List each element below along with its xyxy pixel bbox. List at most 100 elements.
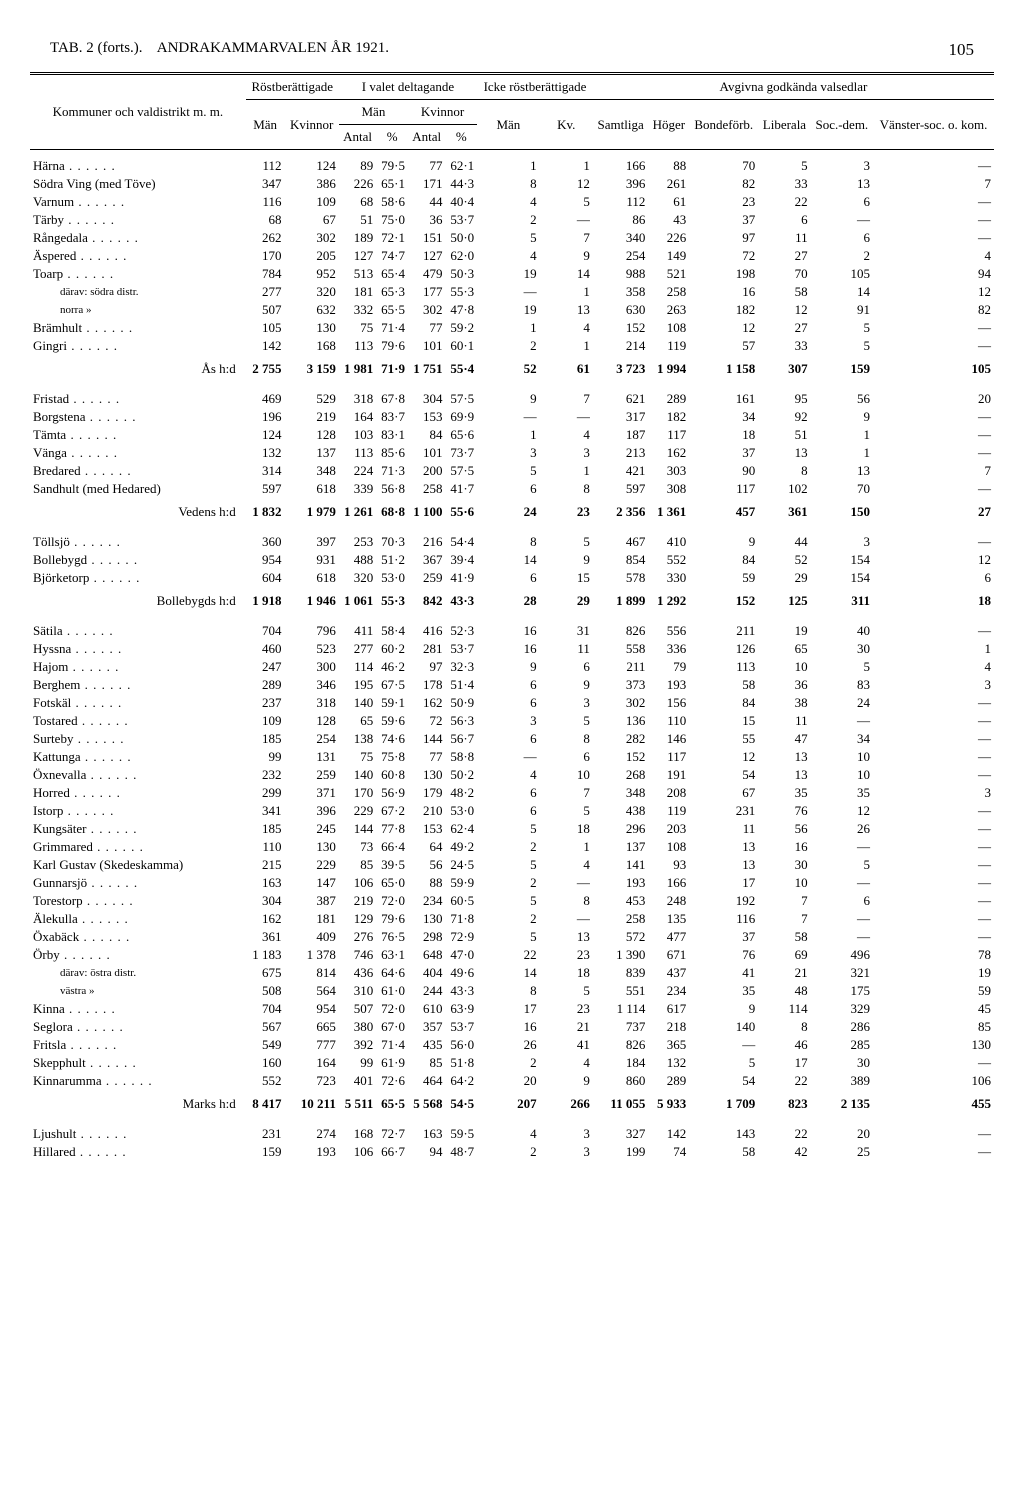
cell-l: 19 xyxy=(758,615,810,640)
cell-im: 6 xyxy=(477,569,539,587)
cell-h: 308 xyxy=(648,480,689,498)
cell-v: — xyxy=(873,193,994,211)
cell-ka: 178 xyxy=(408,676,445,694)
cell-sd: 154 xyxy=(811,569,873,587)
cell-h: 5 933 xyxy=(648,1090,689,1118)
cell-ik: 9 xyxy=(540,1072,593,1090)
cell-im: 5 xyxy=(477,892,539,910)
cell-kp: 55·3 xyxy=(445,283,477,301)
cell-kp: 53·7 xyxy=(445,211,477,229)
cell-b: 55 xyxy=(689,730,758,748)
cell-ma: 320 xyxy=(339,569,376,587)
cell-l: 8 xyxy=(758,1018,810,1036)
cell-s: 136 xyxy=(593,712,649,730)
cell-kp: 59·2 xyxy=(445,319,477,337)
table-row: Kungsäter18524514477·815362·451829620311… xyxy=(30,820,994,838)
cell-b: 5 xyxy=(689,1054,758,1072)
cell-v: 1 xyxy=(873,640,994,658)
cell-s: 302 xyxy=(593,694,649,712)
table-row: Sandhult (med Hedared)59761833956·825841… xyxy=(30,480,994,498)
row-name: Hillared xyxy=(30,1143,246,1161)
table-row: Torestorp30438721972·023460·558453248192… xyxy=(30,892,994,910)
cell-v: — xyxy=(873,766,994,784)
cell-im: 26 xyxy=(477,1036,539,1054)
cell-ik: 4 xyxy=(540,319,593,337)
cell-m: 2 755 xyxy=(246,355,285,383)
cell-v: 6 xyxy=(873,569,994,587)
row-name: Istorp xyxy=(30,802,246,820)
cell-kp: 50·3 xyxy=(445,265,477,283)
cell-kp: 50·9 xyxy=(445,694,477,712)
row-name: Fritsla xyxy=(30,1036,246,1054)
cell-h: 119 xyxy=(648,802,689,820)
cell-ka: 127 xyxy=(408,247,445,265)
cell-kp: 32·3 xyxy=(445,658,477,676)
cell-ma: 113 xyxy=(339,444,376,462)
cell-ka: 44 xyxy=(408,193,445,211)
cell-kp: 49·2 xyxy=(445,838,477,856)
cell-b: 9 xyxy=(689,1000,758,1018)
cell-kp: 60·5 xyxy=(445,892,477,910)
row-name: Örby xyxy=(30,946,246,964)
cell-b: 1 709 xyxy=(689,1090,758,1118)
cell-mp: 59·1 xyxy=(376,694,408,712)
cell-k: 529 xyxy=(285,383,339,408)
cell-k: 10 211 xyxy=(285,1090,339,1118)
cell-l: 33 xyxy=(758,175,810,193)
cell-kp: 62·4 xyxy=(445,820,477,838)
row-name: Berghem xyxy=(30,676,246,694)
cell-s: 467 xyxy=(593,526,649,551)
row-name: Gunnarsjö xyxy=(30,874,246,892)
cell-kp: 52·3 xyxy=(445,615,477,640)
cell-im: 14 xyxy=(477,551,539,569)
cell-s: 358 xyxy=(593,283,649,301)
cell-b: 37 xyxy=(689,928,758,946)
cell-im: 2 xyxy=(477,910,539,928)
cell-im: 3 xyxy=(477,444,539,462)
table-row: Brämhult1051307571·47759·21415210812275— xyxy=(30,319,994,337)
cell-h: 208 xyxy=(648,784,689,802)
cell-im: 16 xyxy=(477,640,539,658)
cell-h: 162 xyxy=(648,444,689,462)
cell-m: 196 xyxy=(246,408,285,426)
table-sum-row: Ås h:d2 7553 1591 98171·91 75155·452613 … xyxy=(30,355,994,383)
cell-ik: 13 xyxy=(540,301,593,319)
cell-s: 621 xyxy=(593,383,649,408)
table-sum-row: Marks h:d8 41710 2115 51165·55 56854·520… xyxy=(30,1090,994,1118)
col-samtliga: Samtliga xyxy=(593,100,649,150)
cell-ka: 464 xyxy=(408,1072,445,1090)
cell-ka: 281 xyxy=(408,640,445,658)
table-body: Härna1121248979·57762·111166887053—Södra… xyxy=(30,150,994,1162)
cell-b: 57 xyxy=(689,337,758,355)
cell-m: 361 xyxy=(246,928,285,946)
cell-ma: 106 xyxy=(339,874,376,892)
cell-sd: 5 xyxy=(811,337,873,355)
tab-title-left: TAB. 2 (forts.). xyxy=(50,40,143,56)
col-antal-k: Antal xyxy=(408,125,445,150)
cell-s: 988 xyxy=(593,265,649,283)
cell-s: 348 xyxy=(593,784,649,802)
cell-ik: 3 xyxy=(540,1118,593,1143)
cell-kp: 24·5 xyxy=(445,856,477,874)
cell-kp: 57·5 xyxy=(445,462,477,480)
cell-ma: 73 xyxy=(339,838,376,856)
cell-kp: 43·3 xyxy=(445,982,477,1000)
cell-ma: 99 xyxy=(339,1054,376,1072)
cell-b: 37 xyxy=(689,211,758,229)
cell-ma: 140 xyxy=(339,694,376,712)
row-name: därav: södra distr. xyxy=(30,283,246,301)
cell-sd: 5 xyxy=(811,856,873,874)
table-row: Kinna70495450772·061063·917231 114617911… xyxy=(30,1000,994,1018)
table-row: Kattunga991317575·87758·8—6152117121310— xyxy=(30,748,994,766)
table-sum-row: Vedens h:d1 8321 9791 26168·81 10055·624… xyxy=(30,498,994,526)
cell-ma: 507 xyxy=(339,1000,376,1018)
cell-h: 365 xyxy=(648,1036,689,1054)
cell-h: 671 xyxy=(648,946,689,964)
cell-k: 723 xyxy=(285,1072,339,1090)
cell-k: 371 xyxy=(285,784,339,802)
cell-ik: 41 xyxy=(540,1036,593,1054)
cell-ka: 163 xyxy=(408,1118,445,1143)
cell-v: — xyxy=(873,838,994,856)
cell-m: 110 xyxy=(246,838,285,856)
cell-s: 268 xyxy=(593,766,649,784)
